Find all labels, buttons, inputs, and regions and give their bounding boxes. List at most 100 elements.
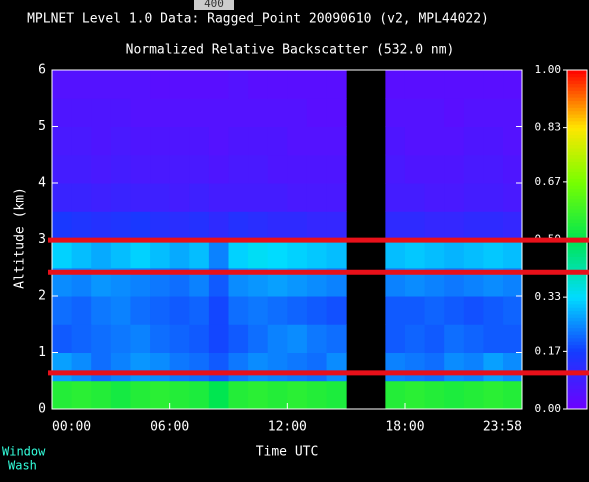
heatmap-cell [327,296,347,325]
heatmap-cell [287,98,307,127]
heatmap-cell [91,98,111,127]
heatmap-cell [327,155,347,184]
heatmap-cell [209,155,229,184]
heatmap-cell [228,240,248,269]
heatmap-cell [72,296,92,325]
heatmap-cell [287,183,307,212]
heatmap-cell [307,70,327,99]
heatmap-cell [483,240,503,269]
heatmap-cell [248,211,268,240]
heatmap-cell [248,98,268,127]
heatmap-cell [91,155,111,184]
heatmap-cell [228,70,248,99]
heatmap-cell [111,155,131,184]
colorbar-segment [567,162,587,166]
y-tick-label: 6 [38,63,46,78]
heatmap-cell [385,183,405,212]
heatmap-cell [307,127,327,156]
heatmap-cell [444,324,464,353]
colorbar-segment [567,317,587,321]
colorbar-segment [567,131,587,135]
heatmap-cell [483,98,503,127]
heatmap-cell [228,155,248,184]
heatmap-cell [170,70,190,99]
heatmap-cell [464,296,484,325]
colorbar-segment [567,362,587,366]
heatmap-cell [307,381,327,410]
colorbar-segment [567,219,587,223]
heatmap-cell [150,211,170,240]
heatmap-cell [385,240,405,269]
heatmap-cell [130,183,150,212]
heatmap-cell [52,381,72,410]
heatmap-cell [130,98,150,127]
heatmap-cell [209,70,229,99]
heatmap-cell [268,240,288,269]
heatmap-cell [189,70,209,99]
heatmap-cell [268,70,288,99]
heatmap-cell [268,155,288,184]
heatmap-cell [307,183,327,212]
heatmap-cell [111,183,131,212]
colorbar-segment [567,117,587,121]
heatmap-cell [91,296,111,325]
colorbar-segment [567,395,587,399]
heatmap-cell [287,127,307,156]
heatmap-cell [268,381,288,410]
heatmap-cell [464,98,484,127]
heatmap-cell [268,211,288,240]
colorbar-segment [567,189,587,193]
heatmap-cell [503,211,523,240]
colorbar-segment [567,402,587,406]
heatmap-cell [327,98,347,127]
heatmap-cell [170,240,190,269]
heatmap-cell [52,127,72,156]
heatmap-cell [327,183,347,212]
colorbar-segment [567,331,587,335]
heatmap-cell [503,183,523,212]
heatmap-cell [405,296,425,325]
heatmap-cell [425,98,445,127]
footnote-line: Window [2,445,46,459]
heatmap-cell [425,240,445,269]
heatmap-cell [189,127,209,156]
heatmap-cell [209,240,229,269]
heatmap-cell [150,183,170,212]
heatmap-cell [287,296,307,325]
heatmap-cell [228,353,248,382]
colorbar-segment [567,199,587,203]
colorbar-segment [567,172,587,176]
colorbar-segment [567,223,587,227]
heatmap-cell [268,127,288,156]
heatmap-cell [91,324,111,353]
heatmap-cell [483,155,503,184]
chart: 400 MPLNET Level 1.0 Data: Ragged_Point … [0,0,589,482]
x-tick-label: 12:00 [268,420,307,435]
heatmap-cell [464,211,484,240]
heatmap-cell [111,240,131,269]
x-tick-label: 06:00 [150,420,189,435]
colorbar-segment [567,229,587,233]
colorbar-segment [567,73,587,77]
heatmap-cell [307,155,327,184]
heatmap-cell [150,98,170,127]
heatmap-cell [248,353,268,382]
colorbar-segment [567,84,587,88]
heatmap-cell [248,240,268,269]
chart-subtitle: Normalized Relative Backscatter (532.0 n… [126,43,455,58]
heatmap-cell [52,155,72,184]
colorbar-segment [567,321,587,325]
colorbar-segment [567,307,587,311]
heatmap-cell [327,324,347,353]
heatmap-cell [444,127,464,156]
heatmap-cell [483,70,503,99]
heatmap-cell [385,211,405,240]
heatmap-cell [483,211,503,240]
heatmap-cell [91,70,111,99]
heatmap-cell [72,70,92,99]
heatmap-cell [228,296,248,325]
heatmap-cell [503,353,523,382]
heatmap-cell [385,296,405,325]
heatmap-cell [189,381,209,410]
heatmap-cell [209,324,229,353]
